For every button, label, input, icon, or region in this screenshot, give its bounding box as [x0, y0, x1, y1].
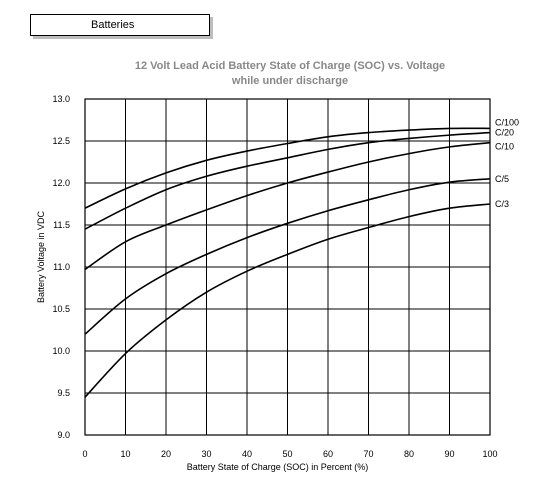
- y-tick-label: 12.0: [52, 178, 70, 188]
- x-tick-label: 40: [242, 449, 252, 459]
- series-line-c-5: [84, 178, 491, 335]
- series-label: C/5: [495, 174, 509, 184]
- y-tick-label: 11.5: [53, 220, 70, 230]
- x-tick-label: 90: [444, 449, 454, 459]
- series-line-c-20: [84, 131, 491, 230]
- y-tick-label: 9.0: [57, 430, 70, 440]
- chart-title: 12 Volt Lead Acid Battery State of Charg…: [134, 60, 446, 72]
- tab-batteries[interactable]: Batteries: [30, 14, 210, 36]
- y-tick-label: 10.5: [52, 304, 70, 314]
- series-label: C/20: [495, 128, 514, 138]
- series-line-c-100: [84, 127, 491, 209]
- series-label: C/3: [495, 199, 509, 209]
- series-label: C/10: [495, 142, 514, 152]
- x-tick-label: 100: [482, 449, 497, 459]
- series-label: C/100: [495, 117, 519, 127]
- y-tick-label: 11.0: [53, 262, 70, 272]
- x-tick-label: 0: [82, 449, 87, 459]
- series-line-c-3: [84, 203, 491, 398]
- y-tick-label: 13.0: [52, 94, 70, 104]
- y-tick-label: 12.5: [52, 136, 70, 146]
- x-tick-label: 70: [363, 449, 373, 459]
- y-tick-label: 9.5: [57, 388, 70, 398]
- x-tick-label: 60: [323, 449, 333, 459]
- chart-subtitle: while under discharge: [231, 75, 349, 87]
- x-tick-label: 80: [404, 449, 414, 459]
- x-tick-label: 20: [161, 449, 171, 459]
- series-line-c-10: [84, 141, 491, 271]
- y-axis-label: Battery Voltage in VDC: [36, 210, 46, 303]
- x-tick-label: 10: [120, 449, 130, 459]
- x-tick-label: 50: [282, 449, 292, 459]
- y-tick-label: 10.0: [52, 346, 70, 356]
- x-tick-label: 30: [201, 449, 211, 459]
- tab-label: Batteries: [91, 19, 135, 31]
- x-axis-label: Battery State of Charge (SOC) in Percent…: [187, 462, 369, 472]
